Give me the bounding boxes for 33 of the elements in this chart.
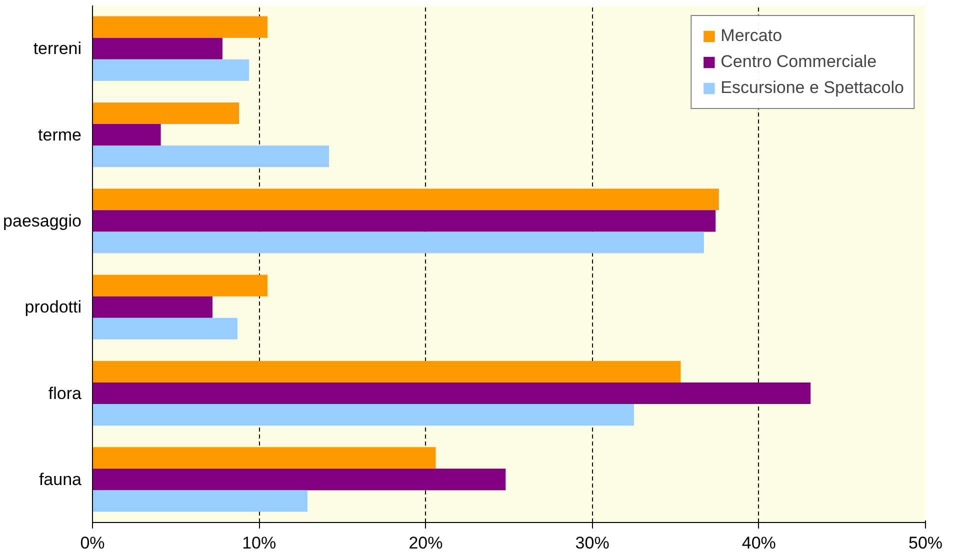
bar — [92, 404, 634, 426]
y-tick-label: terme — [38, 125, 82, 144]
bar — [92, 296, 212, 318]
y-tick-label: prodotti — [24, 298, 82, 317]
x-tick-label: 0% — [80, 534, 105, 552]
bar — [92, 124, 161, 146]
bar — [92, 188, 719, 210]
legend-label: Centro Commerciale — [720, 52, 877, 72]
y-tick-label: flora — [48, 384, 82, 403]
x-tick-label: 10% — [242, 534, 276, 552]
bar — [92, 382, 811, 404]
bar — [92, 102, 240, 124]
bar — [92, 447, 436, 469]
bar — [92, 468, 506, 490]
x-tick-label: 40% — [742, 534, 776, 552]
y-tick-label: paesaggio — [3, 211, 82, 230]
bar — [92, 490, 308, 512]
bar — [92, 232, 704, 254]
bar — [92, 318, 238, 340]
y-tick-label: terreni — [33, 39, 82, 58]
bar — [92, 59, 250, 81]
bar — [92, 360, 681, 382]
legend-label: Escursione e Spettacolo — [720, 78, 904, 98]
x-tick-label: 50% — [908, 534, 943, 552]
x-tick-label: 30% — [575, 534, 610, 552]
bar — [92, 146, 330, 168]
legend-label: Mercato — [720, 26, 782, 46]
bar — [92, 274, 268, 296]
x-tick-label: 20% — [408, 534, 443, 552]
bar — [92, 210, 716, 232]
bar — [92, 16, 268, 38]
bar — [92, 38, 222, 60]
y-tick-label: fauna — [38, 470, 82, 489]
